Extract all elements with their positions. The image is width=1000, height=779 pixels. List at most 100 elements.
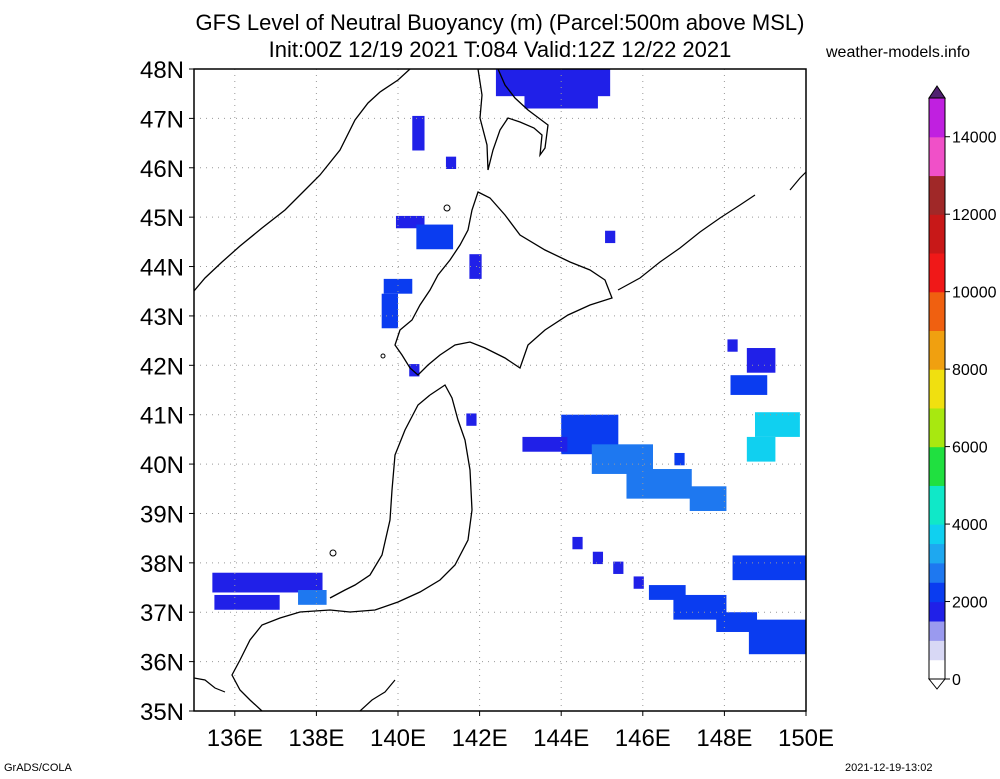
axis-ticks: 136E 138E 140E 142E 144E 146E 148E 150E 35N 36N 37… [140, 57, 834, 752]
lat-tick-label: 38N [140, 551, 184, 578]
colorbar-bin [929, 175, 945, 186]
field-cell [445, 156, 457, 170]
colorbar-bin [929, 620, 945, 632]
colorbar-bin [929, 262, 945, 273]
colorbar-bin [929, 495, 945, 506]
lon-tick-label: 148E [696, 725, 752, 752]
colorbar-bin [929, 630, 945, 641]
colorbar-bin [929, 136, 945, 148]
field-cell [383, 278, 413, 294]
lat-tick-label: 37N [140, 600, 184, 627]
colorbar-bin [929, 330, 945, 341]
field-cell [298, 590, 327, 605]
colorbar-bin [929, 233, 945, 244]
field-cell [746, 436, 776, 462]
colorbar-bin [929, 649, 945, 661]
lon-tick-label: 140E [370, 725, 426, 752]
colorbar-bin [929, 553, 945, 564]
colorbar-frame [928, 97, 946, 680]
colorbar-bin [929, 165, 945, 177]
lat-tick-label: 39N [140, 501, 184, 528]
chart-subtitle: Init:00Z 12/19 2021 T:084 Valid:12Z 12/2… [268, 37, 732, 62]
lon-tick-label: 150E [778, 725, 834, 752]
colorbar-bin [929, 514, 945, 525]
field-cell [613, 561, 624, 574]
coastlines [194, 69, 806, 711]
colorbar-bin [929, 291, 945, 302]
field-cell [469, 254, 482, 279]
colorbar-bin [929, 475, 945, 486]
field-cell [689, 486, 727, 511]
colorbar-label: 4000 [952, 517, 988, 534]
colorbar-bin [929, 446, 945, 457]
colorbar-bin [929, 543, 945, 554]
map-grid [194, 69, 806, 711]
colorbar-bin [929, 417, 945, 428]
plot-frame [193, 68, 807, 712]
colorbar-bin [929, 572, 945, 583]
lat-tick-label: 47N [140, 106, 184, 133]
field-cell [716, 612, 758, 632]
lat-tick-label: 35N [140, 699, 184, 726]
colorbar-bin [929, 146, 945, 157]
field-cell [466, 413, 477, 426]
colorbar-label: 8000 [952, 362, 988, 379]
lon-tick-label: 138E [288, 725, 344, 752]
colorbar-bin [929, 436, 945, 448]
colorbar-bin [929, 582, 945, 593]
colorbar-bin [929, 427, 945, 438]
field-cell [732, 555, 806, 581]
colorbar-max-arrow [928, 85, 946, 99]
lon-tick-label: 144E [533, 725, 589, 752]
colorbar-bin [929, 185, 945, 196]
colorbar-bin [929, 107, 945, 118]
lat-tick-label: 40N [140, 452, 184, 479]
field-cell [524, 88, 598, 109]
colorbar-bin [929, 156, 945, 167]
colorbar-bin [929, 369, 945, 380]
field-cell [522, 436, 568, 452]
lat-tick-label: 45N [140, 205, 184, 232]
colorbar-bin [929, 659, 945, 670]
colorbar-label: 6000 [952, 440, 988, 457]
lat-tick-label: 46N [140, 156, 184, 183]
field-cell [572, 536, 583, 550]
colorbar-bin [929, 340, 945, 351]
colorbar-bin [929, 204, 945, 215]
lon-tick-label: 142E [452, 725, 508, 752]
colorbar-bin [929, 611, 945, 622]
colorbar-bin [929, 388, 945, 399]
colorbar-label: 10000 [952, 285, 997, 302]
colorbar-bin [929, 117, 945, 128]
field-cell [214, 594, 280, 610]
lat-tick-label: 48N [140, 57, 184, 84]
field-cell [755, 412, 800, 437]
colorbar-label: 2000 [952, 595, 988, 612]
colorbar-bin [929, 669, 945, 680]
lat-tick-label: 36N [140, 650, 184, 677]
field-cell [727, 339, 738, 352]
field-cell [412, 115, 425, 151]
colorbar-label: 0 [952, 672, 961, 689]
field-cell [746, 348, 776, 373]
lat-tick-label: 42N [140, 353, 184, 380]
colorbar-bin [929, 407, 945, 419]
colorbar-bin [929, 223, 945, 235]
field-cell [633, 576, 644, 589]
lat-tick-label: 41N [140, 403, 184, 430]
colorbar-bin [929, 320, 945, 331]
lon-tick-label: 136E [207, 725, 263, 752]
field-cell [409, 364, 420, 377]
colorbar-bin [929, 465, 945, 477]
colorbar-bin [929, 398, 945, 409]
colorbar-label: 12000 [952, 207, 997, 224]
colorbar-bin [929, 194, 945, 206]
footer-left: GrADS/COLA [4, 762, 72, 774]
colorbar-bin [929, 456, 945, 467]
field-cell [592, 551, 604, 565]
field-cell [605, 230, 616, 244]
colorbar-bin [929, 281, 945, 293]
field-cell [730, 375, 768, 395]
colorbar-bin [929, 359, 945, 370]
